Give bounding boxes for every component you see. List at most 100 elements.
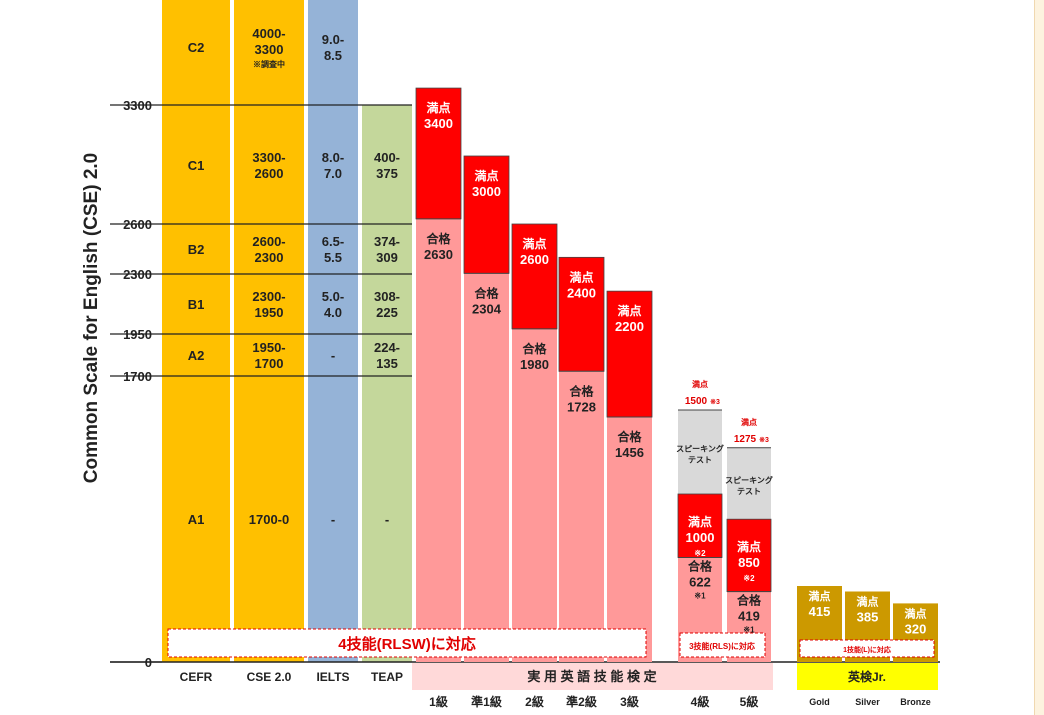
cefr-level-label: C1 [188,158,205,173]
pass-score-value: 1728 [567,399,596,414]
jr-full-label: 満点 [905,606,927,620]
pass-score-label: 合格 [474,285,499,300]
grade-label: 3級 [620,694,639,709]
banner-1skill-text: 1技能(L)に対応 [843,645,891,654]
banner-3skill-text: 3技能(RLS)に対応 [689,641,755,651]
column-header-label: TEAP [371,670,403,684]
ielts-range-label: - [331,512,335,527]
pass-score-bar [512,329,557,662]
speaking-note: ※3 [710,398,720,406]
speaking-full-label: 満点 [741,417,757,427]
full-score-label: 満点 [569,269,593,284]
ielts-range-label: 5.5 [324,250,342,265]
pass-score-label: 合格 [569,383,594,398]
cefr-level-label: A1 [188,512,205,527]
teap-range-label: 309 [376,250,398,265]
speaking-test-label: テスト [737,487,761,496]
pass-note: ※1 [694,592,706,601]
cse-range-label: 3300 [255,42,284,57]
jr-full-value: 415 [809,604,831,619]
speaking-test-label: テスト [688,456,712,465]
column-header-label: CEFR [180,670,213,684]
pass-score-label: 合格 [426,231,451,246]
grade-label: 1級 [429,694,448,709]
teap-range-label: 374- [374,234,400,249]
pass-score-value: 1980 [520,357,549,372]
column-header-label: CSE 2.0 [247,670,292,684]
cefr-level-label: B2 [188,242,205,257]
teap-range-label: - [385,512,389,527]
column-bar-2 [308,0,358,662]
ielts-range-label: 6.5- [322,234,344,249]
speaking-test-label: スピーキング [676,444,724,454]
jr-full-value: 385 [857,609,879,624]
full-score-value: 850 [738,555,760,570]
full-note: ※2 [694,549,706,558]
cse-range-label: 2300 [255,250,284,265]
pass-score-bar [559,371,604,662]
jr-full-value: 320 [905,621,927,636]
y-tick-label: 1700 [123,369,152,384]
jr-level-label: Bronze [900,697,931,707]
pass-score-label: 合格 [688,559,713,574]
cse-range-label: 1700-0 [249,512,289,527]
full-score-label: 満点 [474,168,498,183]
ielts-range-label: - [331,348,335,363]
y-tick-label: 2300 [123,267,152,282]
cse-range-label: 2600 [255,166,284,181]
teap-range-label: 135 [376,356,398,371]
y-tick-label: 1950 [123,327,152,342]
column-header-label: IELTS [316,670,349,684]
grade-label: 4級 [691,694,710,709]
pass-score-value: 2630 [424,247,453,262]
cse-range-label: 1950 [255,305,284,320]
jr-full-label: 満点 [857,594,879,608]
full-score-label: 満点 [617,303,641,318]
cse-range-label: 2600- [252,234,285,249]
cse-range-label: 4000- [252,26,285,41]
grade-label: 5級 [740,694,759,709]
teap-range-label: 308- [374,289,400,304]
speaking-test-label: スピーキング [725,475,773,485]
full-score-label: 満点 [737,539,761,554]
grade-label: 準1級 [471,694,502,709]
pass-score-label: 合格 [617,429,642,444]
pass-score-value: 622 [689,575,711,590]
ielts-range-label: 8.5 [324,48,342,63]
full-score-value: 2600 [520,252,549,267]
cse-range-label: 1700 [255,356,284,371]
ielts-range-label: 4.0 [324,305,342,320]
jr-full-label: 満点 [809,589,831,603]
full-score-label: 満点 [688,514,712,529]
grade-label: 2級 [525,694,544,709]
cefr-level-label: C2 [188,40,205,55]
cse-note: ※調査中 [253,59,285,69]
full-score-value: 3400 [424,116,453,131]
teap-range-label: 225 [376,305,398,320]
cse-range-label: 1950- [252,340,285,355]
speaking-note: ※3 [759,436,769,444]
ielts-range-label: 7.0 [324,166,342,181]
pass-score-bar [464,273,509,662]
full-score-label: 満点 [426,100,450,115]
pass-score-label: 合格 [737,593,762,608]
y-axis-title: Common Scale for English (CSE) 2.0 [81,153,102,483]
cse-range-label: 3300- [252,150,285,165]
pass-score-value: 2304 [472,301,502,316]
pass-score-bar [416,219,461,662]
column-bar-3 [362,105,412,662]
cefr-level-label: B1 [188,297,205,312]
y-tick-label: 3300 [123,98,152,113]
ielts-range-label: 8.0- [322,150,344,165]
y-tick-label: 2600 [123,217,152,232]
pass-score-value: 419 [738,609,760,624]
jr-level-label: Silver [855,697,880,707]
full-score-value: 2200 [615,319,644,334]
ielts-range-label: 9.0- [322,32,344,47]
full-note: ※2 [743,574,755,583]
cefr-level-label: A2 [188,348,205,363]
column-bar-1 [234,0,304,662]
full-score-value: 1000 [686,530,715,545]
jr-level-label: Gold [809,697,830,707]
full-score-label: 満点 [522,236,546,251]
